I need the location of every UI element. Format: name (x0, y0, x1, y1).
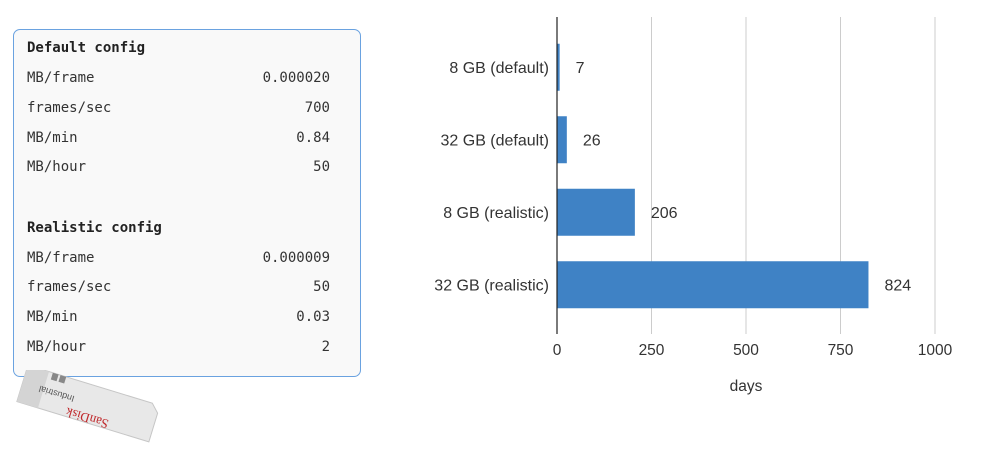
sd-card-image: SanDisk Industrial (16, 370, 159, 443)
row-value: 700 (304, 100, 330, 116)
row-value: 50 (313, 159, 330, 175)
value-label: 206 (651, 205, 678, 222)
realistic-row-mb-min: MB/min 0.03 (27, 309, 330, 325)
bar (557, 116, 567, 164)
row-label: frames/sec (27, 100, 112, 116)
category-label: 8 GB (realistic) (443, 205, 549, 222)
x-tick-label: 750 (828, 342, 854, 359)
realistic-config-title: Realistic config (27, 220, 162, 236)
row-label: MB/hour (27, 339, 87, 355)
row-label: MB/frame (27, 70, 95, 86)
default-row-frames-sec: frames/sec 700 (27, 100, 330, 116)
config-panel: Default config MB/frame 0.000020 frames/… (13, 29, 361, 377)
default-config-title: Default config (27, 40, 146, 56)
row-label: MB/hour (27, 159, 87, 175)
x-tick-label: 1000 (918, 342, 953, 359)
value-label: 7 (576, 60, 585, 77)
category-label: 32 GB (realistic) (434, 277, 549, 294)
x-tick-label: 250 (639, 342, 665, 359)
x-tick-label: 500 (733, 342, 759, 359)
bar (557, 188, 635, 236)
row-label: MB/min (27, 309, 78, 325)
bar (557, 261, 869, 309)
default-row-mb-hour: MB/hour 50 (27, 159, 330, 175)
default-row-mb-frame: MB/frame 0.000020 (27, 70, 330, 86)
row-value: 0.000009 (262, 250, 330, 266)
realistic-row-mb-frame: MB/frame 0.000009 (27, 250, 330, 266)
chart-bars (557, 43, 869, 309)
category-label: 32 GB (default) (441, 132, 550, 149)
row-label: frames/sec (27, 279, 112, 295)
bar (557, 43, 560, 91)
row-value: 0.84 (296, 130, 330, 146)
row-value: 0.03 (296, 309, 330, 325)
chart-labels: 0 250 500 750 1000 8 GB (default) 7 32 GB (defa… (434, 60, 952, 359)
bar-chart: 0 250 500 750 1000 8 GB (default) 7 32 GB (defa… (434, 17, 953, 395)
row-value: 0.000020 (262, 70, 330, 86)
row-value: 2 (321, 339, 330, 355)
x-tick-label: 0 (553, 342, 562, 359)
default-row-mb-min: MB/min 0.84 (27, 130, 330, 146)
realistic-row-mb-hour: MB/hour 2 (27, 339, 330, 355)
realistic-row-frames-sec: frames/sec 50 (27, 279, 330, 295)
category-label: 8 GB (default) (449, 60, 549, 77)
row-label: MB/frame (27, 250, 95, 266)
row-label: MB/min (27, 130, 78, 146)
value-label: 26 (583, 132, 601, 149)
x-axis-title: days (730, 378, 763, 395)
row-value: 50 (313, 279, 330, 295)
value-label: 824 (884, 277, 911, 294)
